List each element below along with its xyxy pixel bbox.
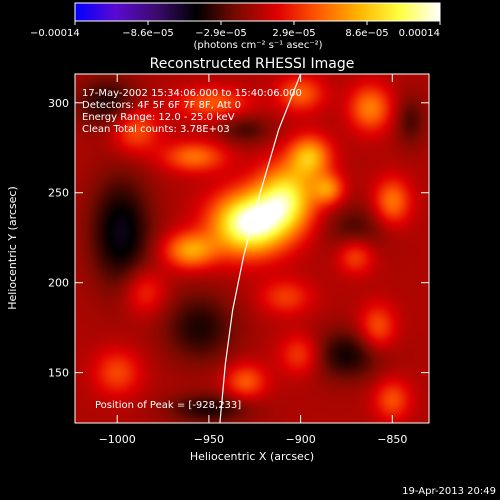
x-axis-label: Heliocentric X (arcsec)	[190, 450, 314, 463]
colorbar-unit-label: (photons cm⁻² s⁻¹ asec⁻²)	[193, 40, 322, 51]
colorbar-tick-label: 8.6e−05	[345, 28, 388, 39]
annotation-line: 17-May-2002 15:34:06.000 to 15:40:06.000	[82, 88, 302, 99]
colorbar-ticks: −0.00014 −8.6e−05 −2.9e−05 2.9e−05 8.6e−05 0.…	[30, 21, 441, 39]
axis-ticks: −1000 −950 −900 −850 150 200 250 300	[48, 74, 429, 446]
annotation-line: Energy Range: 12.0 - 25.0 keV	[82, 112, 235, 123]
colorbar-tick-label: −0.00014	[30, 28, 80, 39]
annotation-line: Clean Total counts: 3.78E+03	[82, 124, 230, 135]
colorbar-gradient	[74, 2, 441, 22]
chart-title: Reconstructed RHESSI Image	[150, 56, 355, 72]
info-annotations: 17-May-2002 15:34:06.000 to 15:40:06.000…	[82, 88, 302, 135]
date-stamp: 19-Apr-2013 20:49	[402, 486, 496, 497]
colorbar-tick-label: 0.00014	[399, 28, 440, 39]
y-tick-label: 250	[48, 187, 69, 200]
colorbar: −0.00014 −8.6e−05 −2.9e−05 2.9e−05 8.6e−05 0.…	[30, 2, 441, 51]
x-tick-label: −900	[285, 433, 315, 446]
heatmap-image	[75, 74, 429, 423]
y-tick-label: 200	[48, 277, 69, 290]
colorbar-tick-label: −2.9e−05	[195, 28, 247, 39]
x-tick-label: −1000	[99, 433, 136, 446]
colorbar-tick-label: 2.9e−05	[272, 28, 315, 39]
peak-position-label: Position of Peak = [-928,233]	[95, 400, 241, 411]
x-tick-label: −950	[194, 433, 224, 446]
y-axis-label: Heliocentric Y (arcsec)	[6, 186, 19, 310]
solar-limb-curve	[219, 74, 302, 423]
x-tick-label: −850	[377, 433, 407, 446]
colorbar-tick-label: −8.6e−05	[122, 28, 174, 39]
plot-frame	[74, 73, 430, 424]
y-tick-label: 300	[48, 97, 69, 110]
annotation-line: Detectors: 4F 5F 6F 7F 8F, Att 0	[82, 100, 241, 111]
y-tick-label: 150	[48, 367, 69, 380]
